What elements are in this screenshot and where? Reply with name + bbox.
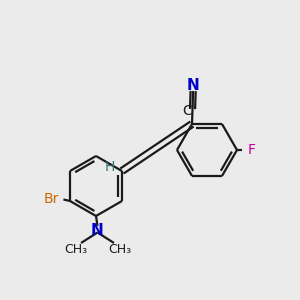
Text: H: H xyxy=(104,160,115,174)
Text: F: F xyxy=(248,143,255,157)
Text: CH₃: CH₃ xyxy=(108,243,131,256)
Text: CH₃: CH₃ xyxy=(64,243,87,256)
Text: C: C xyxy=(182,103,192,118)
Text: N: N xyxy=(187,77,200,92)
Text: Br: Br xyxy=(44,192,59,206)
Text: N: N xyxy=(91,223,104,238)
